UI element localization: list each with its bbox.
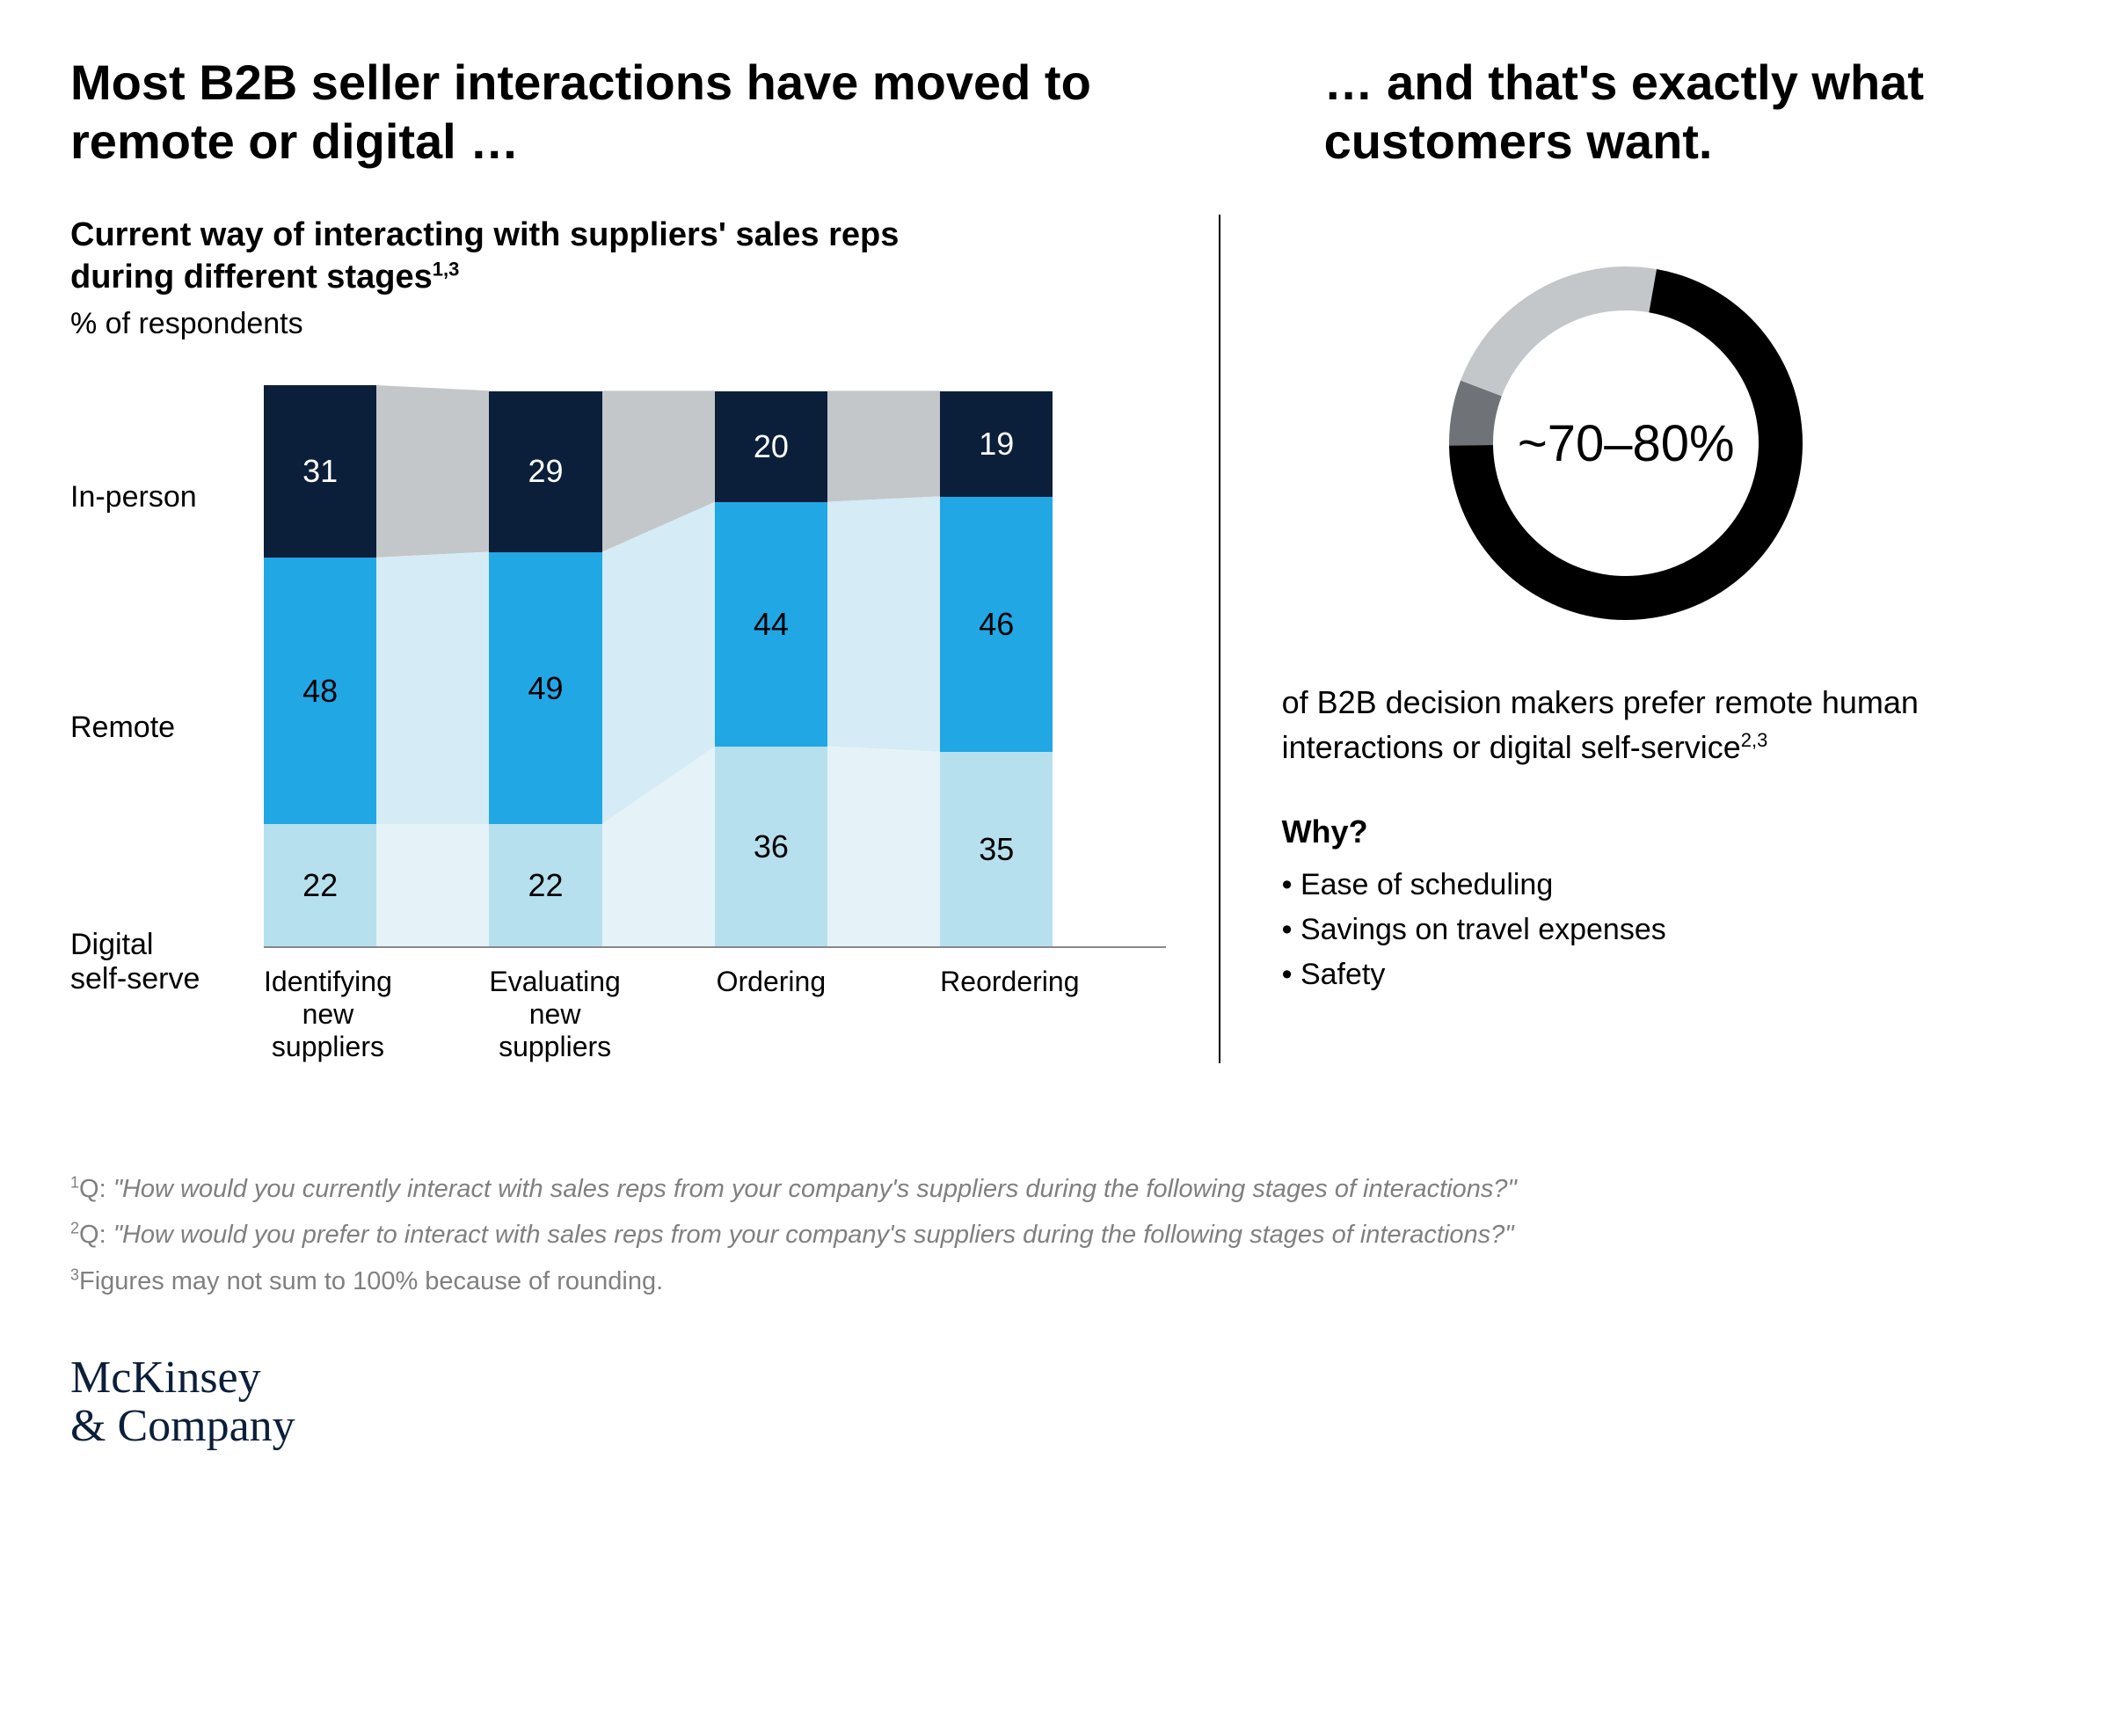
chart-columns: 314822294922204436194635: [264, 385, 1166, 948]
row-label: In-person: [70, 480, 197, 514]
why-heading: Why?: [1282, 813, 1971, 850]
connector-column: [376, 385, 489, 946]
donut-center-label: ~70–80%: [1432, 250, 1819, 637]
bar-column: 194635: [940, 385, 1053, 946]
brand-line2: & Company: [70, 1401, 295, 1451]
bar-column: 314822: [264, 385, 376, 946]
connector-svg: [827, 385, 940, 946]
chart-subtitle: Current way of interacting with supplier…: [70, 215, 1166, 298]
right-text-body: of B2B decision makers prefer remote hum…: [1282, 684, 1919, 764]
bar-segment: 22: [264, 824, 376, 946]
donut-chart: ~70–80%: [1432, 250, 1819, 637]
footnote: 3Figures may not sum to 100% because of …: [70, 1261, 2050, 1302]
connector-svg: [376, 385, 489, 946]
bar-segment: 36: [715, 747, 827, 946]
bar-column: 204436: [715, 385, 827, 946]
subtitle-line1: Current way of interacting with supplier…: [70, 216, 899, 253]
footnote: 1Q: "How would you currently interact wi…: [70, 1169, 2050, 1209]
bar-segment: 48: [264, 558, 376, 824]
subtitle-sup: 1,3: [433, 258, 460, 280]
row-label: Digitalself-serve: [70, 928, 200, 996]
why-list-item: Savings on travel expenses: [1282, 908, 1971, 952]
why-list: Ease of schedulingSavings on travel expe…: [1282, 863, 1971, 997]
subtitle-line2: during different stages: [70, 259, 433, 295]
why-list-item: Ease of scheduling: [1282, 863, 1971, 908]
column-group: 294922: [489, 385, 714, 946]
chart-area: 314822294922204436194635 Identifyingnew …: [264, 385, 1166, 1062]
donut-wrap: ~70–80%: [1282, 250, 1971, 637]
bar-segment: 44: [715, 502, 827, 747]
bar-segment: 46: [940, 497, 1053, 753]
brand-logo: McKinsey & Company: [70, 1354, 2050, 1450]
bar-segment: 31: [264, 385, 376, 558]
stacked-bar-chart: In-personRemoteDigitalself-serve 3148222…: [70, 385, 1166, 1062]
x-axis-label: Identifyingnew suppliers: [264, 966, 392, 1062]
headline-left: Most B2B seller interactions have moved …: [70, 53, 1219, 171]
headline-right: … and that's exactly what customers want…: [1324, 53, 2076, 171]
bar-column: 294922: [489, 385, 601, 946]
brand-line1: McKinsey: [70, 1353, 261, 1403]
bar-segment: 35: [940, 752, 1053, 946]
content-row: Current way of interacting with supplier…: [70, 215, 2050, 1062]
column-group: 314822: [264, 385, 489, 946]
footnotes: 1Q: "How would you currently interact wi…: [70, 1169, 2050, 1302]
bar-segment: 19: [940, 391, 1053, 497]
x-axis-label: Ordering: [715, 966, 827, 1062]
right-panel: ~70–80% of B2B decision makers prefer re…: [1219, 215, 1971, 1062]
connector-column: [602, 385, 715, 946]
column-group: 204436: [715, 385, 940, 946]
row-labels: In-person Remote Digitalself-serve: [70, 385, 264, 1062]
connector-svg: [602, 385, 715, 946]
right-panel-text: of B2B decision makers prefer remote hum…: [1282, 681, 1971, 770]
connector-column: [827, 385, 940, 946]
bar-segment: 49: [489, 552, 601, 825]
bar-segment: 22: [489, 824, 601, 946]
y-axis-note: % of respondents: [70, 307, 1166, 341]
column-group: 194635: [940, 385, 1165, 946]
headlines: Most B2B seller interactions have moved …: [70, 53, 2050, 171]
left-panel: Current way of interacting with supplier…: [70, 215, 1219, 1062]
right-text-sup: 2,3: [1741, 729, 1768, 751]
bar-segment: 20: [715, 391, 827, 502]
x-axis-label: Evaluatingnew suppliers: [489, 966, 620, 1062]
footnote: 2Q: "How would you prefer to interact wi…: [70, 1214, 2050, 1255]
why-list-item: Safety: [1282, 952, 1971, 997]
row-label: Remote: [70, 711, 175, 745]
x-axis-labels: Identifyingnew suppliers Evaluatingnew su…: [264, 966, 1166, 1062]
bar-segment: 29: [489, 391, 601, 552]
x-axis-label: Reordering: [940, 966, 1079, 1062]
